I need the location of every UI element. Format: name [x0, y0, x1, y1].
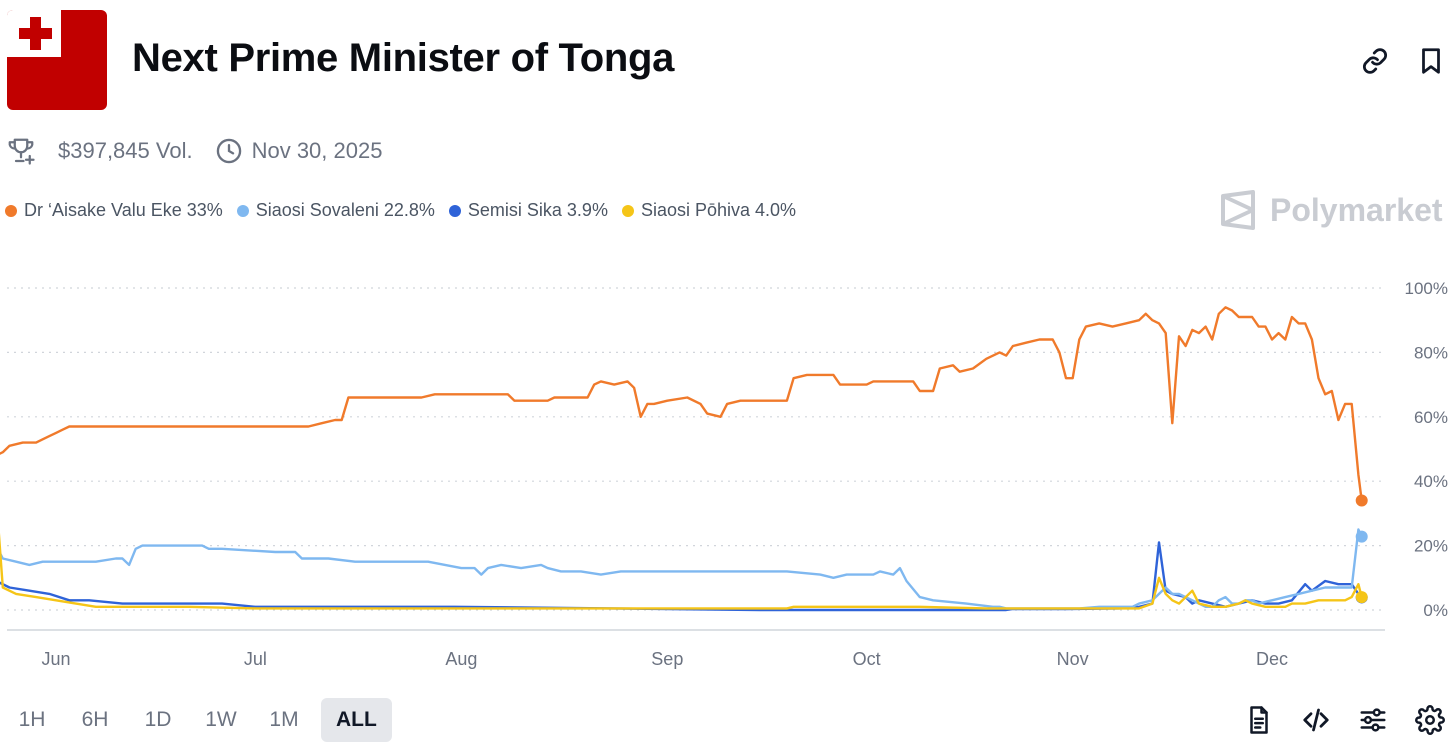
- flag-cross-horizontal: [19, 28, 52, 39]
- end-date-text: Nov 30, 2025: [251, 138, 383, 163]
- legend-dot: [621, 204, 634, 217]
- legend-label: Dr ‘Aisake Valu Eke 33%: [24, 200, 223, 220]
- range-1w-button[interactable]: 1W: [205, 708, 237, 731]
- range-all-button[interactable]: ALL: [321, 698, 392, 742]
- market-meta: $397,845 Vol. Nov 30, 2025: [6, 136, 382, 166]
- x-tick-label: Nov: [1057, 649, 1089, 669]
- range-1h-button[interactable]: 1H: [18, 708, 46, 731]
- range-1m-button[interactable]: 1M: [269, 708, 299, 731]
- volume-text: $397,845 Vol.: [58, 138, 193, 163]
- sliders-icon[interactable]: [1358, 705, 1388, 735]
- y-tick-label: 0%: [1423, 601, 1448, 620]
- y-tick-label: 60%: [1414, 408, 1448, 427]
- price-chart: 0% 20% 40% 60% 80% 100% Jun Jul Aug Sep Oct Nov Dec: [0, 279, 1448, 669]
- bookmark-icon[interactable]: [1416, 46, 1446, 76]
- y-tick-label: 80%: [1414, 343, 1448, 362]
- y-axis: 0% 20% 40% 60% 80% 100%: [1405, 279, 1448, 620]
- trophy-icon: [8, 138, 35, 165]
- flag-canton-bottom: [7, 50, 61, 57]
- series-end-dot: [1355, 494, 1368, 507]
- x-tick-label: Dec: [1256, 649, 1288, 669]
- series-end-dot: [1355, 530, 1368, 543]
- x-tick-label: Oct: [853, 649, 881, 669]
- x-tick-label: Sep: [651, 649, 683, 669]
- y-tick-label: 40%: [1414, 472, 1448, 491]
- y-tick-label: 100%: [1405, 279, 1448, 298]
- watermark-text: Polymarket: [1270, 191, 1443, 228]
- legend-dot: [5, 204, 17, 217]
- legend-label: Semisi Sika 3.9%: [467, 200, 608, 220]
- x-axis: Jun Jul Aug Sep Oct Nov Dec: [7, 629, 1385, 669]
- tonga-flag-icon: [7, 10, 107, 110]
- flag-canton-edge: [55, 10, 61, 57]
- polymarket-watermark: Polymarket: [1220, 190, 1443, 230]
- chart-lines: [0, 306, 1363, 612]
- polymarket-logo-icon: [1221, 190, 1255, 230]
- range-1d-button[interactable]: 1D: [144, 708, 172, 731]
- range-6h-button[interactable]: 6H: [81, 708, 109, 731]
- clock-icon: [216, 138, 241, 164]
- gear-icon[interactable]: [1415, 705, 1445, 735]
- document-icon[interactable]: [1244, 705, 1274, 735]
- code-icon[interactable]: [1301, 705, 1331, 735]
- x-tick-label: Aug: [445, 649, 477, 669]
- chart-end-markers: [1355, 494, 1368, 604]
- range-selector: 1H 6H 1D 1W 1M ALL: [6, 698, 403, 742]
- chart-grid: [7, 287, 1385, 611]
- legend-dot: [448, 204, 461, 217]
- chart-legend: Dr ‘Aisake Valu Eke 33% Siaosi Sovaleni …: [5, 200, 810, 221]
- page-title: Next Prime Minister of Tonga: [132, 36, 675, 80]
- legend-item: Dr ‘Aisake Valu Eke 33%: [5, 200, 223, 221]
- link-icon[interactable]: [1360, 46, 1390, 76]
- series-end-dot: [1355, 591, 1368, 604]
- legend-label: Siaosi Pōhiva 4.0%: [640, 200, 797, 220]
- x-tick-label: Jul: [244, 649, 267, 669]
- series-line: [0, 306, 1363, 502]
- legend-label: Siaosi Sovaleni 22.8%: [255, 200, 435, 220]
- legend-item: Siaosi Pōhiva 4.0%: [621, 200, 797, 221]
- x-tick-label: Jun: [41, 649, 70, 669]
- legend-item: Semisi Sika 3.9%: [448, 200, 608, 221]
- series-line: [0, 528, 1363, 610]
- series-line: [0, 532, 1363, 610]
- legend-dot: [236, 204, 249, 217]
- y-tick-label: 20%: [1414, 537, 1448, 556]
- series-line: [0, 541, 1363, 612]
- legend-item: Siaosi Sovaleni 22.8%: [236, 200, 435, 221]
- chart-tools: [1244, 705, 1445, 735]
